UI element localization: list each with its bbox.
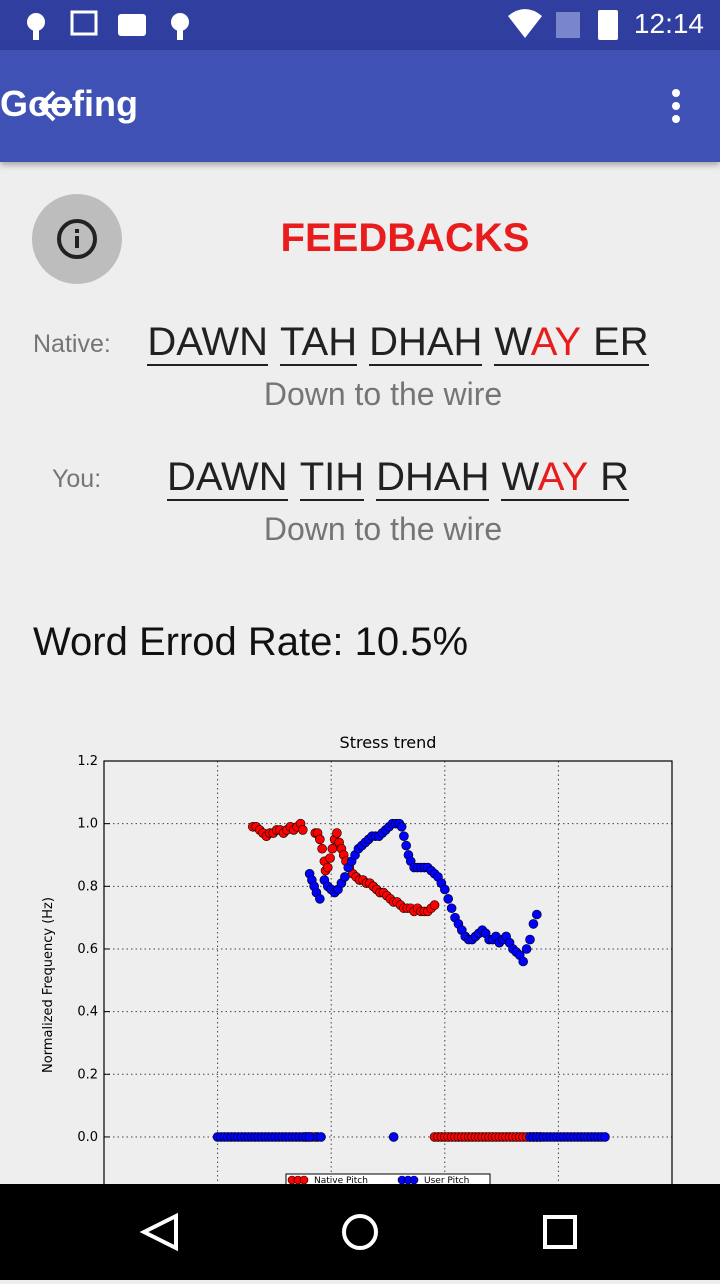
point xyxy=(327,843,338,854)
point xyxy=(443,894,454,904)
app-title: Goofing xyxy=(0,83,138,124)
point xyxy=(340,872,350,882)
y-tick-label: 0.4 xyxy=(77,1005,98,1020)
info-icon xyxy=(57,219,97,259)
plot-frame xyxy=(103,760,673,1184)
chart: Stress trend Normalized Frequency (Hz) 0… xyxy=(41,733,673,1184)
y-axis-label: Normalized Frequency (Hz) xyxy=(41,897,56,1073)
point xyxy=(518,956,528,967)
phoneme-part: R xyxy=(600,455,630,499)
legend-marker xyxy=(409,1175,419,1184)
legend-label: Native Pitch xyxy=(314,1176,368,1184)
point xyxy=(316,1132,326,1142)
nav-recents[interactable] xyxy=(543,1215,577,1249)
phoneme-group: WAY R xyxy=(501,455,630,501)
phoneme-group: WAY ER xyxy=(494,320,649,366)
y-tick-label: 1.2 xyxy=(77,754,98,769)
status-icons xyxy=(27,9,618,40)
nav-back[interactable] xyxy=(139,1212,178,1252)
nav-bar xyxy=(0,1184,720,1280)
status-bar: 12:14 xyxy=(0,0,720,50)
phoneme-part: W xyxy=(501,455,538,499)
point xyxy=(399,831,409,841)
phoneme: TAH xyxy=(280,320,358,366)
phoneme-part: W xyxy=(494,320,531,364)
stressed-phoneme: AY xyxy=(530,320,582,364)
overflow-menu[interactable] xyxy=(664,88,688,124)
point xyxy=(532,909,542,920)
stressed-phoneme: AY xyxy=(537,455,589,499)
point xyxy=(439,884,450,895)
point xyxy=(304,1132,315,1142)
phonemes: DAWN TAH DHAH WAY ER xyxy=(130,320,666,366)
point xyxy=(297,825,308,835)
point xyxy=(322,862,333,873)
heading: FEEDBACKS xyxy=(280,216,530,260)
y-tick-label: 0.8 xyxy=(77,879,98,894)
point xyxy=(396,821,407,832)
back-button[interactable] xyxy=(36,88,76,124)
phoneme: DAWN xyxy=(166,455,288,501)
point xyxy=(315,894,325,904)
chart-title: Stress trend xyxy=(340,733,437,752)
point xyxy=(325,853,335,863)
y-tick-label: 1.0 xyxy=(77,817,98,832)
legend-label: User Pitch xyxy=(424,1176,469,1184)
phonemes: DAWN TIH DHAH WAY R xyxy=(130,455,666,501)
point xyxy=(317,843,327,854)
phrase-label: You: xyxy=(52,465,102,493)
nav-home[interactable] xyxy=(342,1214,378,1250)
point xyxy=(525,934,535,945)
point xyxy=(446,903,457,914)
y-tick-label: 0.0 xyxy=(77,1130,98,1145)
point xyxy=(429,900,440,910)
phoneme: DAWN xyxy=(147,320,269,366)
sentence: Down to the wire xyxy=(263,511,503,547)
clock: 12:14 xyxy=(633,8,704,39)
phoneme: DHAH xyxy=(369,320,483,366)
phoneme-part: ER xyxy=(593,320,649,364)
point xyxy=(521,944,532,954)
point xyxy=(401,840,411,851)
info-button[interactable] xyxy=(32,194,122,284)
sentence: Down to the wire xyxy=(263,376,503,412)
y-tick-label: 0.2 xyxy=(77,1067,98,1082)
point xyxy=(315,834,325,845)
point xyxy=(332,828,342,838)
phrase-label: Native: xyxy=(33,330,111,358)
app-bar: Goofing xyxy=(0,50,720,162)
legend-marker xyxy=(299,1175,309,1184)
phoneme: DHAH xyxy=(376,455,490,501)
phoneme: TIH xyxy=(299,455,365,501)
point xyxy=(528,919,539,929)
legend-box xyxy=(285,1173,491,1184)
y-tick-label: 0.6 xyxy=(77,942,98,957)
word-error-rate: Word Errod Rate: 10.5% xyxy=(33,620,469,664)
point xyxy=(388,1132,399,1142)
nav-icons xyxy=(139,1212,577,1252)
point xyxy=(600,1132,610,1142)
